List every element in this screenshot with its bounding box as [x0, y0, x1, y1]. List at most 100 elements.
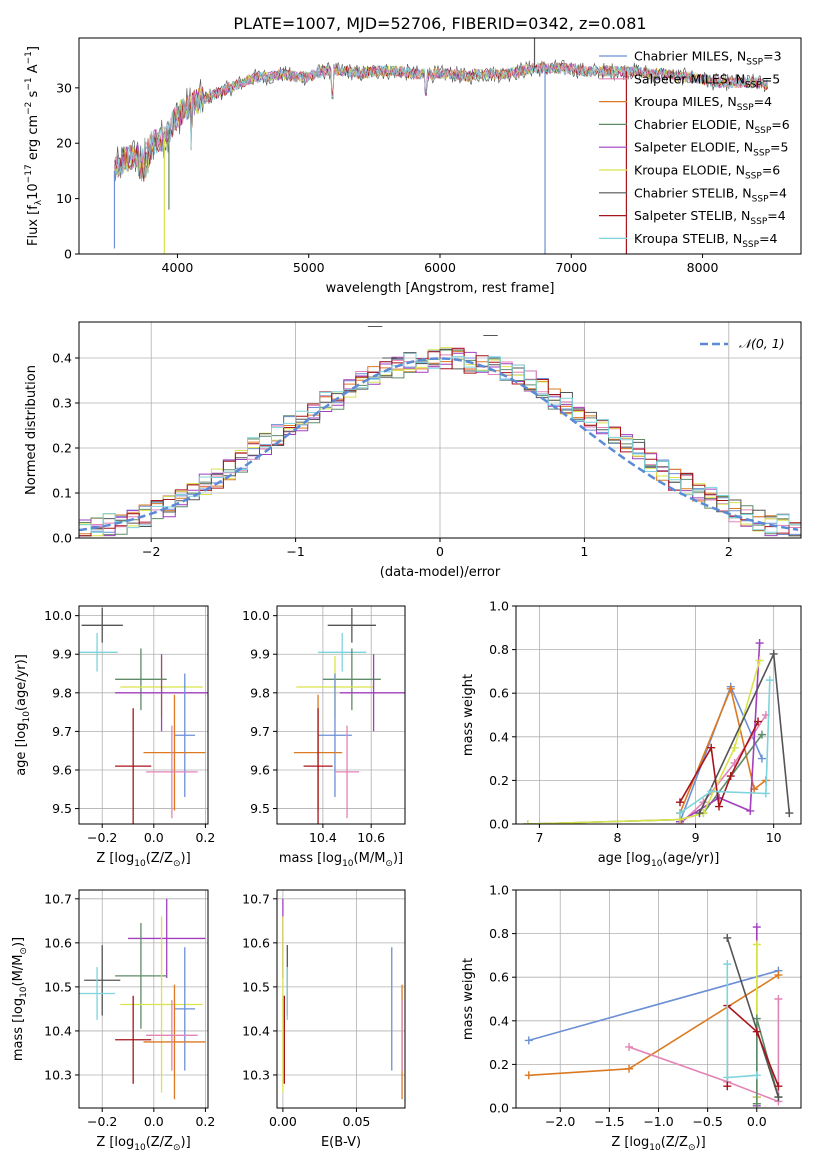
y-tick-label: 9.9: [52, 647, 72, 662]
label-part: =5: [762, 71, 780, 86]
label-part: =6: [762, 163, 780, 178]
series-marker: [769, 649, 778, 658]
spectrum-plot-area: [113, 38, 768, 254]
legend-entry: Kroupa ELODIE, NSSP=6: [634, 163, 780, 182]
x-tick-label: 10.4: [309, 830, 337, 845]
series-marker: [774, 971, 783, 980]
label-part: erg cm: [26, 115, 41, 164]
series-line: [679, 721, 759, 807]
x-tick-label: 7: [535, 830, 543, 845]
series-marker: [774, 1093, 783, 1102]
x-tick-label: 5000: [293, 260, 325, 275]
label-part: 10: [651, 859, 663, 869]
x-tick-label: 0.0: [144, 830, 164, 845]
label-part: (M/M: [354, 851, 386, 866]
x-tick-label: 10: [766, 830, 782, 845]
mass-vs-ebv-panel: 0.00 0.05 10.3 10.4 10.5 10.6 10.7 E(B-V): [242, 889, 406, 1150]
legend-entry: Salpeter ELODIE, NSSP=5: [634, 140, 788, 159]
errorbar-salpeter-stelib: [115, 708, 152, 824]
x-tick-label: 10.6: [357, 830, 385, 845]
x-tick-label: −2.0: [545, 1114, 575, 1129]
y-tick-label: 10.4: [44, 1023, 72, 1038]
series-marker: [752, 1071, 761, 1080]
label-part: (age/yr)]: [14, 654, 29, 711]
label-part: =4: [767, 208, 785, 223]
series-marker: [726, 772, 735, 781]
x-axis-label: wavelength [Angstrom, rest frame]: [326, 281, 555, 296]
label-part: (Z/Z: [661, 1135, 688, 1150]
y-tick-label: 10.0: [44, 608, 72, 623]
label-part: )]: [181, 1135, 191, 1150]
series-marker: [730, 743, 739, 752]
errorbar-salpeter-elodie: [115, 654, 208, 732]
x-axis-label: E(B-V): [321, 1135, 361, 1150]
series-line: [679, 714, 767, 824]
series-marker: [752, 940, 761, 949]
series-line: [628, 999, 780, 1103]
label-part: SSP: [750, 217, 767, 227]
label-part: 10: [134, 1143, 146, 1153]
series-marker: [752, 1014, 761, 1023]
errorbar-chabrier-miles: [174, 673, 196, 797]
series-marker: [695, 809, 704, 818]
label-part: (Z/Z: [146, 1135, 173, 1150]
y-tick-label: 0.6: [489, 686, 509, 701]
y-tick-label: 10.3: [242, 1067, 270, 1082]
label-part: )]: [393, 851, 403, 866]
y-tick-label: 0.8: [489, 926, 509, 941]
series-marker: [754, 717, 763, 726]
x-tick-label: 0.0: [144, 1114, 164, 1129]
label-part: Salpeter STELIB, N: [634, 208, 750, 223]
label-part: =4: [754, 94, 772, 109]
series-marker: [755, 656, 764, 665]
age-vs-z-panel: −0.2 0.0 0.29.59.69.79.89.910.0Z [log10(Z/…: [14, 605, 215, 869]
y-axis-label: mass weight: [461, 674, 476, 756]
series-marker: [523, 820, 532, 824]
x-tick-label: 6000: [424, 260, 456, 275]
y-tick-label: 0.0: [52, 531, 72, 546]
errorbar-chabrier-elodie: [115, 923, 167, 1029]
label-part: 10: [22, 711, 32, 723]
axes-frame: [276, 605, 406, 825]
errorbar-kroupa-stelib: [318, 633, 367, 672]
y-tick-label: 9.9: [250, 647, 270, 662]
series-line: [726, 937, 780, 1098]
label-part: SSP: [746, 58, 763, 68]
axes-frame: [276, 889, 406, 1109]
label-part: Kroupa STELIB, N: [634, 231, 742, 246]
y-tick-label: 10.0: [242, 608, 270, 623]
series-chabrier-stelib: [695, 649, 794, 818]
axes-frame: [78, 889, 209, 1109]
mass-vs-z-plot-area: [79, 890, 208, 1108]
x-tick-label: 0.05: [343, 1114, 371, 1129]
series-salpeter-miles: [625, 995, 783, 1106]
series-marker: [707, 743, 716, 752]
x-tick-label: 0: [436, 544, 444, 559]
legend-entry: Kroupa STELIB, NSSP=4: [634, 231, 778, 250]
spectrum-line-salpeter-elodie: [114, 62, 768, 183]
label-part: SSP: [742, 240, 759, 250]
label-part: ⊙: [385, 859, 393, 869]
y-tick-label: 9.7: [250, 724, 270, 739]
series-marker: [774, 995, 783, 1003]
errorbar-chabrier-elodie: [322, 648, 381, 711]
x-axis-label: age [log10(age/yr)]: [598, 851, 720, 869]
series-marker: [524, 1071, 533, 1080]
errorbar-salpeter-miles: [146, 1000, 198, 1071]
label-part: 10: [649, 1143, 661, 1153]
label-part: ⊙: [173, 1143, 181, 1153]
x-tick-label: 4000: [162, 260, 194, 275]
label-part: 10: [26, 183, 41, 200]
label-part: =6: [771, 117, 789, 132]
series-kroupa-stelib: [675, 676, 774, 818]
y-tick-label: 10.7: [44, 891, 72, 906]
label-part: −17: [24, 164, 34, 183]
y-axis-label: age [log10(age/yr)]: [14, 654, 32, 776]
series-marker: [757, 730, 766, 739]
errorbar-salpeter-stelib: [115, 995, 152, 1084]
y-tick-label: 9.6: [250, 762, 270, 777]
label-part: SSP: [737, 103, 754, 113]
y-tick-label: 0.6: [489, 970, 509, 985]
label-part: SSP: [745, 80, 762, 90]
